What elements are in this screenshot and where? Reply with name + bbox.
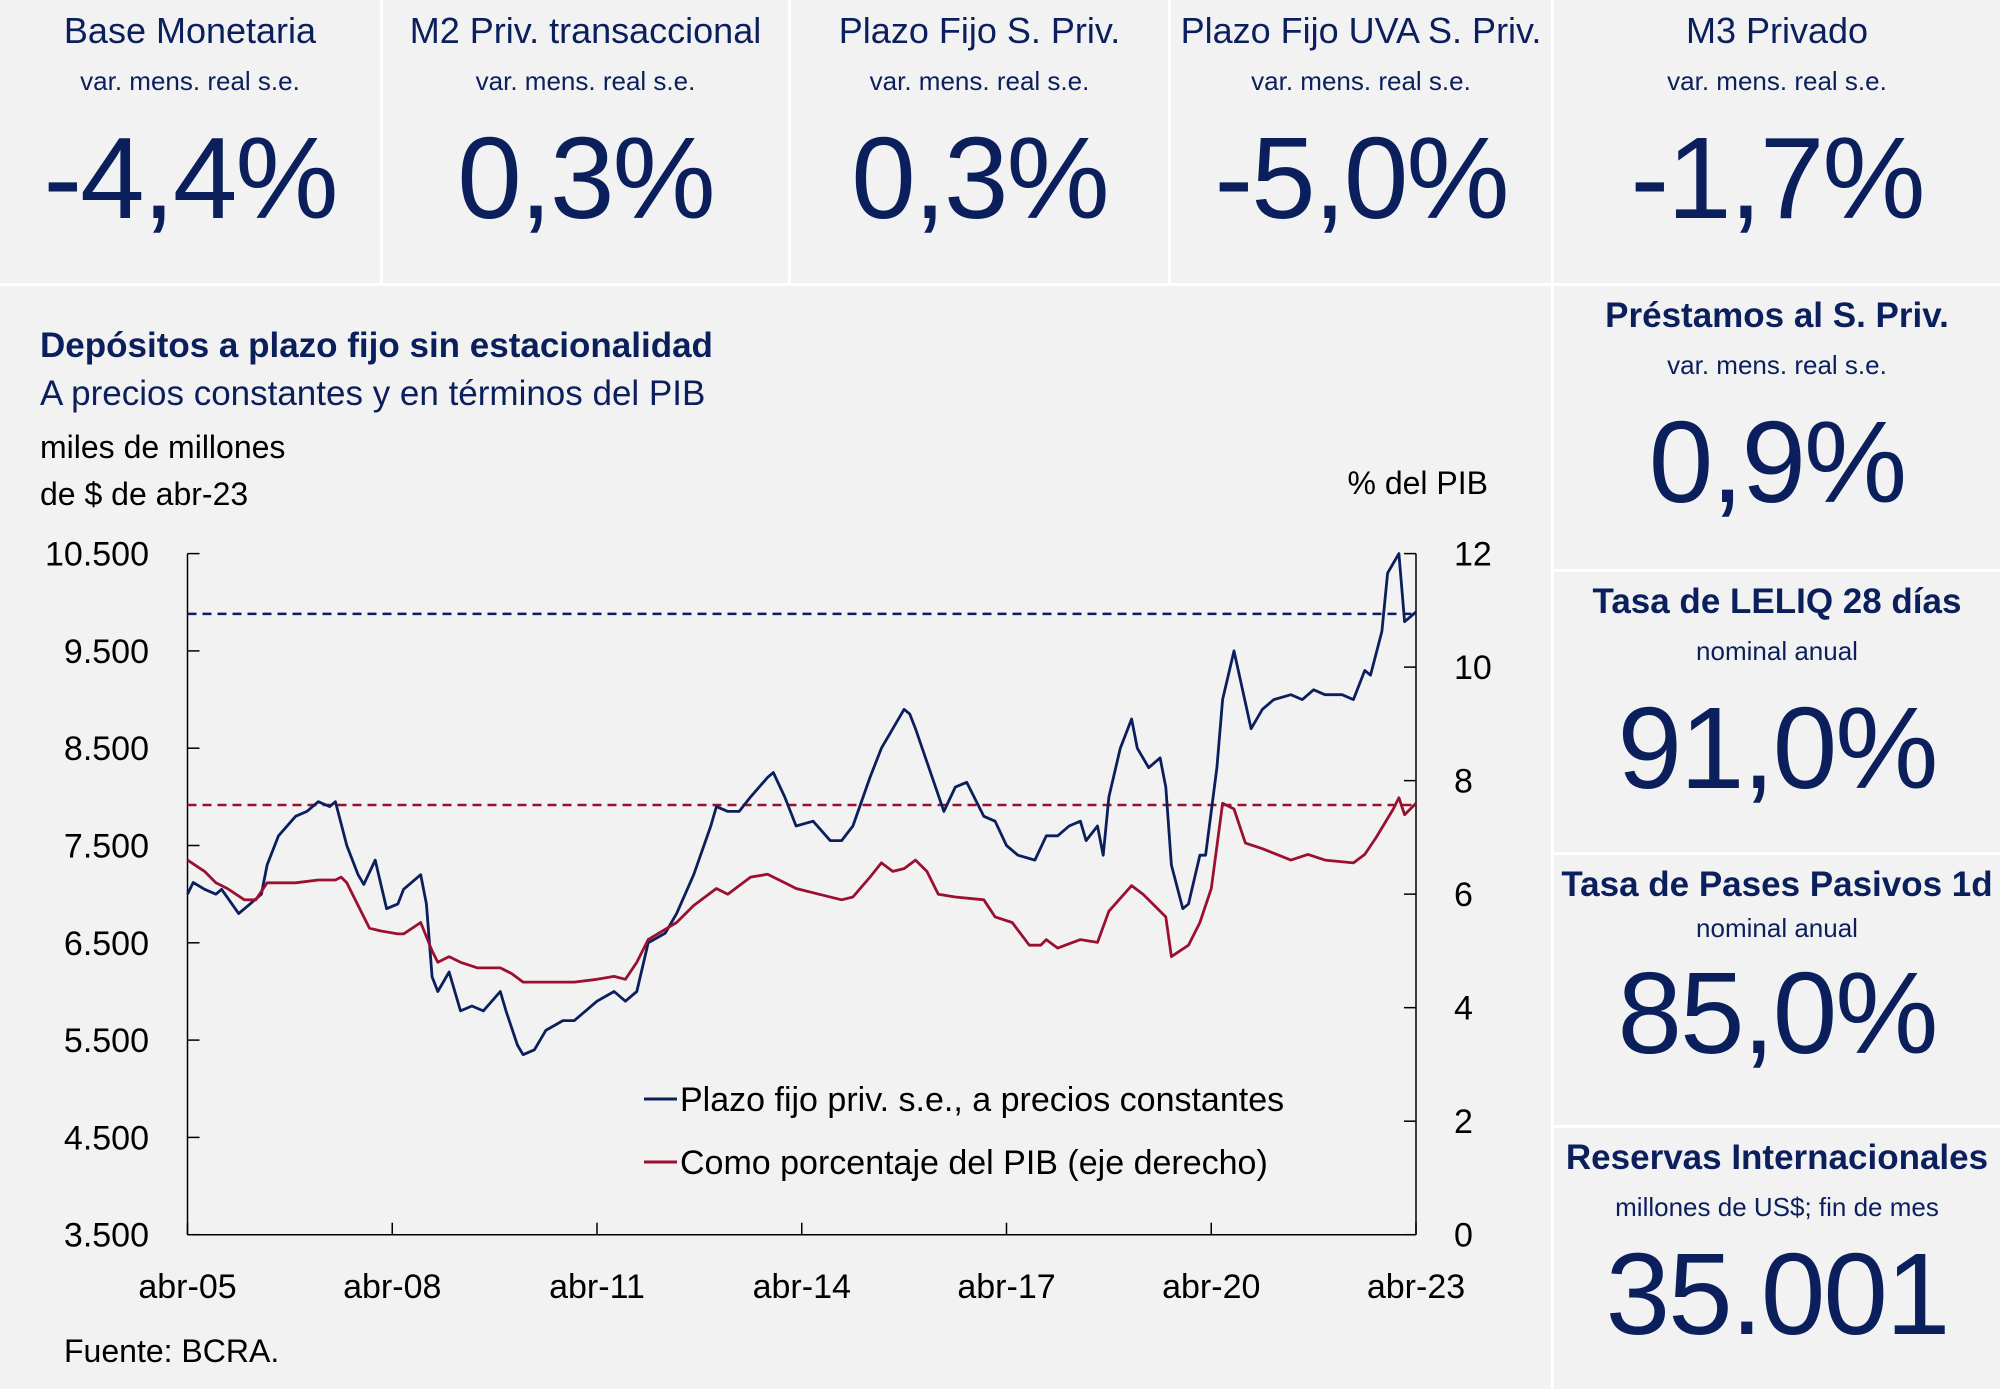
kpi-value: 0,9% <box>1648 397 1907 527</box>
kpi-value: 35.001 <box>1605 1229 1951 1359</box>
x-tick-label: abr-23 <box>1367 1268 1465 1306</box>
chart-source: Fuente: BCRA. <box>64 1333 279 1369</box>
right-tick-label: 4 <box>1454 990 1473 1028</box>
kpi-subtitle: nominal anual <box>1696 913 1858 943</box>
kpi-plazo-fijo: Plazo Fijo S. Priv. var. mens. real s.e.… <box>791 0 1168 283</box>
kpi-subtitle: var. mens. real s.e. <box>1667 66 1887 96</box>
kpi-title: Plazo Fijo S. Priv. <box>838 10 1121 51</box>
kpi-m3-privado: M3 Privado var. mens. real s.e. -1,7% <box>1554 0 2000 283</box>
legend-label-red: Como porcentaje del PIB (eje derecho) <box>680 1144 1268 1182</box>
chart-subtitle: A precios constantes y en términos del P… <box>40 374 705 413</box>
kpi-subtitle: var. mens. real s.e. <box>869 66 1090 96</box>
kpi-value: 91,0% <box>1617 683 1939 813</box>
kpi-subtitle: var. mens. real s.e. <box>1251 66 1471 96</box>
kpi-plazo-fijo-uva: Plazo Fijo UVA S. Priv. var. mens. real … <box>1171 0 1551 283</box>
kpi-subtitle: var. mens. real s.e. <box>80 66 300 96</box>
kpi-title: Base Monetaria <box>63 10 317 51</box>
x-tick-label: abr-08 <box>343 1268 441 1306</box>
x-tick-label: abr-14 <box>753 1268 851 1306</box>
right-tick-label: 10 <box>1454 649 1492 687</box>
right-tick-label: 12 <box>1454 536 1492 574</box>
kpi-title: M3 Privado <box>1685 10 1869 51</box>
kpi-pases-pasivos: Tasa de Pases Pasivos 1d nominal anual 8… <box>1554 855 2000 1125</box>
right-tick-label: 0 <box>1454 1217 1473 1255</box>
left-tick-label: 8.500 <box>64 730 149 768</box>
x-tick-label: abr-11 <box>549 1268 645 1306</box>
chart-title: Depósitos a plazo fijo sin estacionalida… <box>40 326 713 365</box>
left-tick-label: 5.500 <box>64 1022 149 1060</box>
left-axis-label-1: miles de millones <box>40 429 285 465</box>
kpi-prestamos: Préstamos al S. Priv. var. mens. real s.… <box>1554 286 2000 569</box>
right-axis-label: % del PIB <box>1347 465 1488 501</box>
x-tick-label: abr-20 <box>1162 1268 1260 1306</box>
kpi-subtitle: var. mens. real s.e. <box>1667 350 1887 380</box>
right-tick-label: 2 <box>1454 1103 1473 1141</box>
kpi-value: 0,3% <box>851 113 1109 243</box>
kpi-leliq: Tasa de LELIQ 28 días nominal anual 91,0… <box>1554 572 2000 852</box>
kpi-value: 0,3% <box>457 113 715 243</box>
kpi-m2-priv: M2 Priv. transaccional var. mens. real s… <box>383 0 788 283</box>
kpi-subtitle: nominal anual <box>1696 636 1858 666</box>
kpi-value: 85,0% <box>1617 948 1939 1078</box>
x-tick-label: abr-17 <box>957 1268 1055 1306</box>
right-tick-label: 6 <box>1454 876 1473 914</box>
left-tick-label: 3.500 <box>64 1217 149 1255</box>
kpi-title: Tasa de Pases Pasivos 1d <box>1561 865 1993 904</box>
legend-label-blue: Plazo fijo priv. s.e., a precios constan… <box>680 1081 1284 1119</box>
kpi-title: Préstamos al S. Priv. <box>1605 296 1949 335</box>
kpi-subtitle: var. mens. real s.e. <box>475 66 696 96</box>
series-line-pct-gdp <box>186 796 1417 984</box>
left-tick-label: 6.500 <box>64 925 149 963</box>
left-tick-label: 10.500 <box>45 536 149 574</box>
left-tick-label: 4.500 <box>64 1119 149 1157</box>
left-tick-label: 9.500 <box>64 633 149 671</box>
x-tick-label: abr-05 <box>138 1268 236 1306</box>
kpi-base-monetaria: Base Monetaria var. mens. real s.e. -4,4… <box>0 0 380 283</box>
kpi-title: Plazo Fijo UVA S. Priv. <box>1180 10 1542 51</box>
kpi-reservas: Reservas Internacionales millones de US$… <box>1554 1128 2000 1389</box>
kpi-subtitle: millones de US$; fin de mes <box>1615 1192 1939 1222</box>
kpi-value: -5,0% <box>1214 113 1509 243</box>
left-tick-label: 7.500 <box>64 828 149 866</box>
right-tick-label: 8 <box>1454 763 1473 801</box>
kpi-title: Tasa de LELIQ 28 días <box>1592 582 1962 621</box>
kpi-value: -4,4% <box>43 113 338 243</box>
kpi-title: M2 Priv. transaccional <box>409 10 762 51</box>
kpi-value: -1,7% <box>1630 113 1925 243</box>
series-line-constant-prices <box>186 552 1417 1057</box>
chart-panel <box>0 286 1551 1389</box>
left-axis-label-2: de $ de abr-23 <box>40 476 248 512</box>
kpi-title: Reservas Internacionales <box>1565 1138 1989 1177</box>
